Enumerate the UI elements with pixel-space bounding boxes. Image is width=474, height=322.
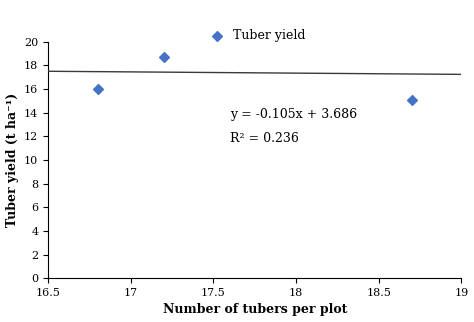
Tuber yield xyxy=(408,97,416,102)
X-axis label: Number of tubers per plot: Number of tubers per plot xyxy=(163,303,347,317)
Text: y = -0.105x + 3.686: y = -0.105x + 3.686 xyxy=(230,109,357,121)
Legend: Tuber yield: Tuber yield xyxy=(204,29,305,42)
Y-axis label: Tuber yield (t ha⁻¹): Tuber yield (t ha⁻¹) xyxy=(6,93,18,227)
Tuber yield xyxy=(160,54,168,60)
Text: R² = 0.236: R² = 0.236 xyxy=(230,132,299,145)
Tuber yield xyxy=(94,86,101,91)
